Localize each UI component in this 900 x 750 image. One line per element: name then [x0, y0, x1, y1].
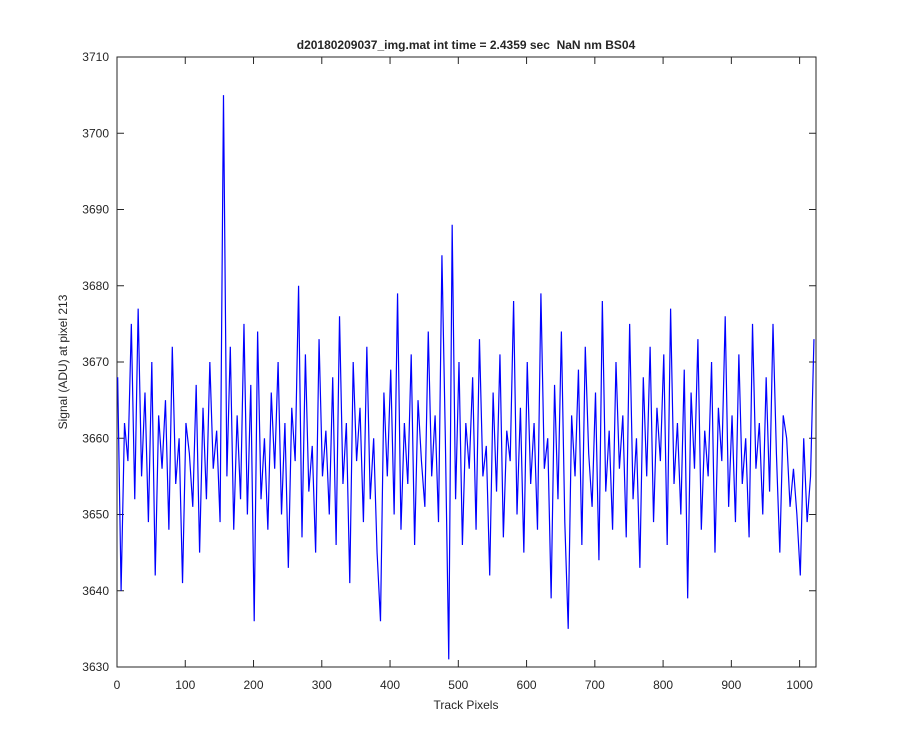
x-tick-label: 500 — [448, 678, 468, 692]
y-tick-label: 3700 — [82, 126, 109, 140]
y-tick-label: 3680 — [82, 279, 109, 293]
y-tick-label: 3660 — [82, 431, 109, 445]
x-tick-label: 900 — [721, 678, 741, 692]
y-tick-label: 3650 — [82, 508, 109, 522]
x-tick-label: 700 — [585, 678, 605, 692]
x-tick-label: 1000 — [786, 678, 813, 692]
x-tick-label: 300 — [312, 678, 332, 692]
x-tick-label: 600 — [517, 678, 537, 692]
y-tick-label: 3670 — [82, 355, 109, 369]
y-axis-label: Signal (ADU) at pixel 213 — [56, 294, 70, 429]
x-tick-label: 400 — [380, 678, 400, 692]
x-axis-label: Track Pixels — [434, 698, 499, 712]
data-line — [117, 95, 815, 660]
chart-title: d20180209037_img.mat int time = 2.4359 s… — [297, 38, 636, 52]
y-tick-label: 3640 — [82, 584, 109, 598]
plot-area — [116, 56, 817, 668]
x-tick-label: 800 — [653, 678, 673, 692]
x-tick-label: 200 — [244, 678, 264, 692]
x-tick-label: 0 — [114, 678, 121, 692]
y-tick-label: 3630 — [82, 660, 109, 674]
y-tick-label: 3690 — [82, 203, 109, 217]
x-tick-label: 100 — [175, 678, 195, 692]
y-tick-label: 3710 — [82, 50, 109, 64]
